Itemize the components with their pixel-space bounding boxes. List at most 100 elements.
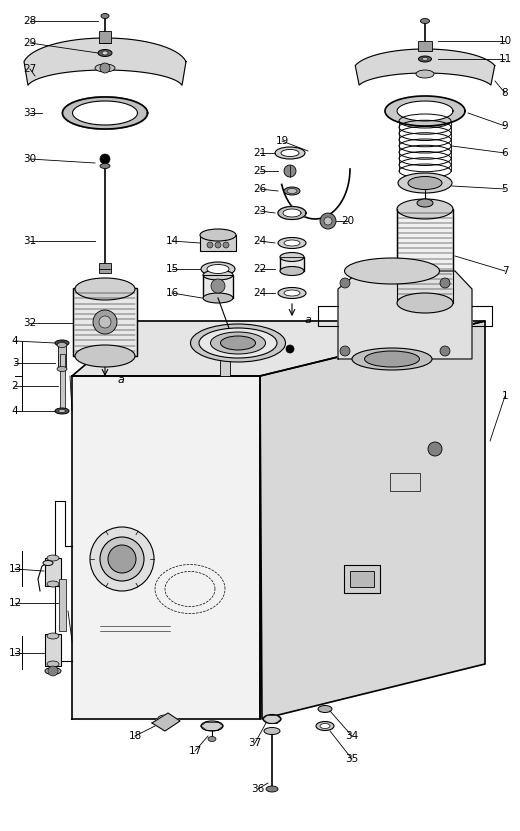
Ellipse shape bbox=[422, 57, 428, 61]
Text: 18: 18 bbox=[128, 731, 141, 741]
Circle shape bbox=[440, 278, 450, 288]
Text: 36: 36 bbox=[251, 784, 265, 794]
Ellipse shape bbox=[102, 51, 108, 55]
Ellipse shape bbox=[278, 288, 306, 298]
Ellipse shape bbox=[220, 336, 255, 350]
Polygon shape bbox=[72, 101, 137, 125]
Ellipse shape bbox=[75, 278, 135, 300]
Circle shape bbox=[324, 217, 332, 225]
Polygon shape bbox=[283, 209, 301, 217]
Ellipse shape bbox=[287, 189, 297, 194]
Bar bbox=[220, 351, 230, 376]
Ellipse shape bbox=[201, 262, 235, 276]
Ellipse shape bbox=[47, 661, 59, 667]
Bar bbox=[350, 571, 374, 587]
Polygon shape bbox=[355, 49, 495, 85]
Ellipse shape bbox=[278, 238, 306, 248]
Ellipse shape bbox=[45, 667, 61, 675]
Bar bbox=[203, 275, 233, 298]
Ellipse shape bbox=[397, 199, 453, 219]
Ellipse shape bbox=[316, 721, 334, 730]
Polygon shape bbox=[278, 206, 306, 219]
Circle shape bbox=[223, 242, 229, 248]
Circle shape bbox=[90, 527, 154, 591]
Circle shape bbox=[440, 346, 450, 356]
Ellipse shape bbox=[280, 253, 304, 262]
Ellipse shape bbox=[352, 348, 432, 370]
Text: 4: 4 bbox=[11, 406, 18, 416]
Text: 31: 31 bbox=[23, 236, 36, 246]
Circle shape bbox=[428, 442, 442, 456]
Polygon shape bbox=[338, 271, 472, 359]
Ellipse shape bbox=[280, 267, 304, 276]
Ellipse shape bbox=[43, 560, 53, 566]
Text: 25: 25 bbox=[253, 166, 267, 176]
Ellipse shape bbox=[281, 150, 299, 156]
Ellipse shape bbox=[55, 340, 69, 346]
Text: 9: 9 bbox=[502, 121, 509, 131]
Text: 4: 4 bbox=[11, 336, 18, 346]
Bar bbox=[200, 235, 236, 251]
Text: 6: 6 bbox=[502, 148, 509, 158]
Ellipse shape bbox=[62, 97, 148, 129]
Bar bbox=[390, 473, 420, 491]
Text: 16: 16 bbox=[165, 288, 179, 298]
Polygon shape bbox=[397, 101, 453, 121]
Bar bbox=[73, 288, 137, 356]
Polygon shape bbox=[24, 38, 186, 86]
Ellipse shape bbox=[190, 324, 285, 362]
Ellipse shape bbox=[72, 101, 137, 125]
Ellipse shape bbox=[275, 147, 305, 159]
Bar bbox=[344, 565, 380, 593]
Text: 3: 3 bbox=[11, 358, 18, 368]
Ellipse shape bbox=[57, 366, 67, 371]
Ellipse shape bbox=[58, 410, 66, 412]
Circle shape bbox=[340, 278, 350, 288]
Circle shape bbox=[100, 154, 110, 164]
Text: 7: 7 bbox=[502, 266, 509, 276]
Polygon shape bbox=[72, 376, 260, 719]
Ellipse shape bbox=[158, 715, 173, 723]
Ellipse shape bbox=[283, 209, 301, 217]
Ellipse shape bbox=[365, 351, 420, 367]
Ellipse shape bbox=[264, 727, 280, 735]
Ellipse shape bbox=[208, 736, 216, 741]
Circle shape bbox=[340, 346, 350, 356]
Text: 17: 17 bbox=[188, 746, 202, 756]
Polygon shape bbox=[260, 321, 485, 719]
Ellipse shape bbox=[284, 290, 300, 296]
Text: a: a bbox=[305, 315, 312, 325]
Ellipse shape bbox=[47, 555, 59, 561]
Ellipse shape bbox=[284, 240, 300, 246]
Bar bbox=[60, 354, 65, 409]
Ellipse shape bbox=[57, 342, 67, 347]
Ellipse shape bbox=[101, 13, 109, 18]
Ellipse shape bbox=[398, 173, 452, 193]
Bar bbox=[58, 345, 66, 369]
Polygon shape bbox=[62, 97, 148, 129]
Bar bbox=[99, 263, 111, 273]
Ellipse shape bbox=[203, 270, 233, 280]
Ellipse shape bbox=[100, 164, 110, 169]
Ellipse shape bbox=[416, 70, 434, 78]
Circle shape bbox=[99, 316, 111, 328]
Ellipse shape bbox=[318, 706, 332, 712]
Text: 20: 20 bbox=[342, 216, 355, 226]
Circle shape bbox=[284, 165, 296, 177]
Bar bbox=[45, 558, 61, 586]
Ellipse shape bbox=[55, 408, 69, 414]
Ellipse shape bbox=[95, 64, 115, 72]
Bar bbox=[280, 257, 304, 271]
Bar bbox=[59, 579, 66, 631]
Text: 14: 14 bbox=[165, 236, 179, 246]
Text: 24: 24 bbox=[253, 236, 267, 246]
Text: 26: 26 bbox=[253, 184, 267, 194]
Text: 34: 34 bbox=[345, 731, 359, 741]
Circle shape bbox=[100, 537, 144, 581]
Bar bbox=[397, 209, 453, 303]
Text: 28: 28 bbox=[23, 16, 36, 26]
Ellipse shape bbox=[408, 176, 442, 189]
Text: 8: 8 bbox=[502, 88, 509, 98]
Text: 35: 35 bbox=[345, 754, 359, 764]
Ellipse shape bbox=[211, 332, 266, 354]
